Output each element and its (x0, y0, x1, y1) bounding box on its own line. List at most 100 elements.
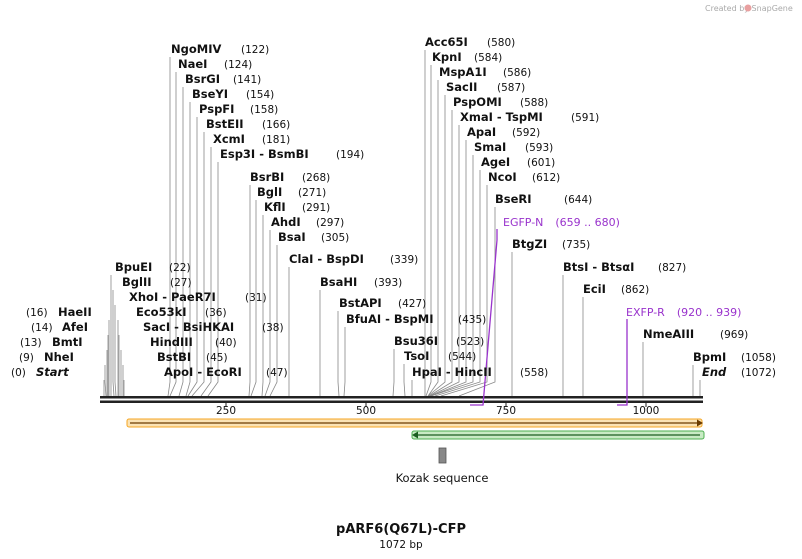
site-label[interactable]: NheI (44, 350, 74, 364)
restriction-site-labels: Start (0) NheI (9) BmtI (13) AfeI (14) HaeII (16)… (11, 35, 776, 379)
site-label[interactable]: BstEII (206, 117, 244, 131)
site-position: (47) (266, 367, 288, 379)
forward-arrow-icon (697, 419, 703, 427)
feature-reverse-green[interactable] (411, 430, 705, 440)
site-label[interactable]: HpaI - HincII (412, 365, 492, 379)
site-position: (427) (398, 298, 426, 310)
site-label[interactable]: BglII (122, 275, 152, 289)
site-label[interactable]: MspA1I (439, 65, 487, 79)
site-label[interactable]: BmtI (52, 335, 83, 349)
site-position: (588) (520, 97, 548, 109)
site-position: (339) (390, 254, 418, 266)
map-title: pARF6(Q67L)-CFP (336, 522, 466, 537)
site-label[interactable]: AhdI (271, 215, 301, 229)
leader-line (112, 290, 115, 397)
leader-line (114, 305, 117, 397)
site-label[interactable]: AgeI (481, 155, 510, 169)
site-label[interactable]: HaeII (58, 305, 92, 319)
site-label[interactable]: BpuEI (115, 260, 152, 274)
map-length: 1072 bp (379, 539, 423, 551)
site-position: (523) (456, 336, 484, 348)
site-label[interactable]: BsrGI (185, 72, 220, 86)
site-position: (297) (316, 217, 344, 229)
leader-line (269, 245, 278, 397)
site-label[interactable]: KpnI (432, 50, 462, 64)
primer-egfp-n-path (470, 229, 498, 406)
reverse-arrow-icon (412, 431, 418, 439)
site-label[interactable]: ApaI (467, 125, 496, 139)
site-label[interactable]: XcmI (213, 132, 245, 146)
tick-label-500: 500 (356, 405, 376, 417)
site-label[interactable]: BtsI - BtsαI (563, 260, 634, 274)
site-label[interactable]: NmeAIII (643, 327, 694, 341)
site-label[interactable]: PspOMI (453, 95, 502, 109)
leader-line (428, 110, 453, 397)
site-label[interactable]: BstAPI (339, 296, 382, 310)
site-label[interactable]: Bsu36I (394, 334, 438, 348)
site-label[interactable]: End (702, 365, 727, 379)
site-label[interactable]: TsoI (404, 349, 429, 363)
site-position: (969) (720, 329, 748, 341)
site-label[interactable]: SacII (446, 80, 477, 94)
site-label[interactable]: BtgZI (512, 237, 547, 251)
site-label[interactable]: BglI (257, 185, 282, 199)
site-position: (586) (503, 67, 531, 79)
site-label[interactable]: PspFI (199, 102, 234, 116)
site-label[interactable]: BsaI (278, 230, 306, 244)
site-label[interactable]: Start (36, 365, 69, 379)
site-label[interactable]: BstBI (157, 350, 191, 364)
site-label[interactable]: KflI (264, 200, 286, 214)
site-label[interactable]: XhoI - PaeR7I (129, 290, 216, 304)
leader-line (187, 117, 198, 397)
site-position: (194) (336, 149, 364, 161)
leader-line (200, 147, 212, 397)
site-label[interactable]: ClaI - BspDI (289, 252, 364, 266)
leader-line (104, 365, 107, 397)
site-label[interactable]: BfuAI - BspMI (346, 312, 433, 326)
primer-exfp-r[interactable]: EXFP-R (920 .. 939) (617, 306, 741, 406)
site-position: (1058) (741, 352, 776, 364)
feature-kozak[interactable]: Kozak sequence (396, 447, 489, 485)
leader-line (207, 162, 219, 397)
site-label[interactable]: BpmI (693, 350, 726, 364)
site-position: (271) (298, 187, 326, 199)
site-label[interactable]: NcoI (488, 170, 517, 184)
site-position: (291) (302, 202, 330, 214)
site-label[interactable]: BseYI (192, 87, 228, 101)
site-position: (36) (205, 307, 227, 319)
kozak-marker[interactable] (438, 447, 447, 464)
leader-line (434, 170, 481, 397)
site-label[interactable]: BseRI (495, 192, 532, 206)
site-position: (593) (525, 142, 553, 154)
site-position: (141) (233, 74, 261, 86)
site-label[interactable]: Acc65I (425, 35, 468, 49)
site-label[interactable]: Esp3I - BsmBI (220, 147, 309, 161)
site-label[interactable]: XmaI - TspMI (460, 110, 543, 124)
site-label[interactable]: SmaI (474, 140, 506, 154)
site-label[interactable]: AfeI (62, 320, 88, 334)
leader-line (178, 87, 184, 397)
site-position: (9) (19, 352, 34, 364)
leader-line (250, 200, 257, 397)
site-position: (154) (246, 89, 274, 101)
primer-egfp-n[interactable]: EGFP-N (659 .. 680) (470, 216, 620, 406)
site-label[interactable]: NaeI (178, 57, 207, 71)
site-label[interactable]: EciI (583, 282, 606, 296)
site-label[interactable]: BsrBI (250, 170, 284, 184)
leader-line (429, 125, 460, 397)
site-position: (45) (206, 352, 228, 364)
tick-label-250: 250 (216, 405, 236, 417)
primer-exfp-r-label: EXFP-R (920 .. 939) (626, 306, 741, 319)
site-position: (31) (245, 292, 267, 304)
site-position: (22) (169, 262, 191, 274)
snapgene-logo-icon (744, 4, 752, 12)
site-label[interactable]: ApoI - EcoRI (164, 365, 242, 379)
site-label[interactable]: NgoMIV (171, 42, 221, 56)
site-label[interactable]: SacI - BsiHKAI (143, 320, 234, 334)
site-position: (580) (487, 37, 515, 49)
site-label[interactable]: Eco53kI (136, 305, 187, 319)
site-label[interactable]: BsaHI (320, 275, 357, 289)
snapgene-credit: Created by SnapGene (705, 4, 793, 13)
site-label[interactable]: HindIII (150, 335, 193, 349)
feature-forward-orange[interactable] (126, 418, 703, 428)
